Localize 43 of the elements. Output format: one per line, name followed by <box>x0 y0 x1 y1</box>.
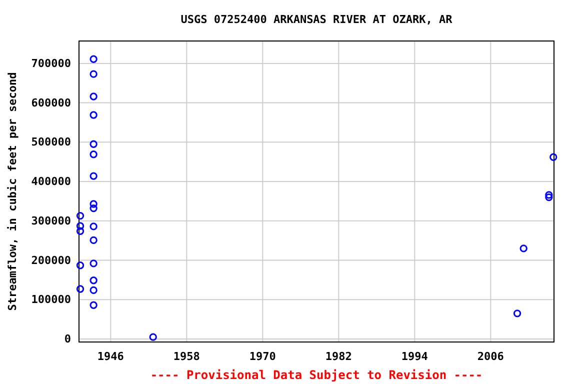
point <box>90 200 98 208</box>
point <box>76 285 84 293</box>
point <box>90 236 98 244</box>
chart-title: USGS 07252400 ARKANSAS RIVER AT OZARK, AR <box>180 13 453 26</box>
point <box>90 150 98 158</box>
y-tick-label: 700000 <box>31 56 71 70</box>
y-tick-label: 100000 <box>31 293 71 306</box>
point <box>90 222 98 230</box>
y-axis-title: Streamflow, in cubic feet per second <box>6 72 19 311</box>
point <box>520 244 528 252</box>
y-tick-label: 300000 <box>31 214 71 228</box>
point <box>90 260 98 268</box>
point <box>90 111 98 119</box>
point <box>76 262 84 270</box>
point <box>76 222 84 230</box>
y-tick-label: 400000 <box>31 175 71 188</box>
point <box>513 310 522 318</box>
y-tick-label: 600000 <box>31 96 71 110</box>
x-tick-label: 1970 <box>249 350 276 363</box>
point <box>545 193 553 202</box>
point <box>90 92 98 100</box>
point <box>90 301 98 309</box>
x-tick-label: 2006 <box>477 350 504 363</box>
point <box>550 153 558 161</box>
point <box>90 204 98 212</box>
x-tick-label: 1982 <box>325 350 352 363</box>
point <box>90 70 98 78</box>
point <box>90 140 98 148</box>
y-tick-label: 200000 <box>31 254 71 267</box>
point <box>90 55 98 63</box>
x-tick-label: 1994 <box>401 350 428 363</box>
x-tick-label: 1946 <box>97 350 124 363</box>
x-tick-label: 1958 <box>173 350 200 363</box>
point <box>545 191 553 199</box>
point <box>90 276 98 284</box>
text: ---- Provisional Data Subject to Revision ---- <box>150 368 483 382</box>
point <box>76 227 84 235</box>
point <box>90 172 98 180</box>
point <box>76 212 84 220</box>
y-tick-label: 0 <box>64 332 71 346</box>
point <box>149 333 157 341</box>
point <box>90 286 98 294</box>
y-tick-label: 500000 <box>31 136 71 149</box>
